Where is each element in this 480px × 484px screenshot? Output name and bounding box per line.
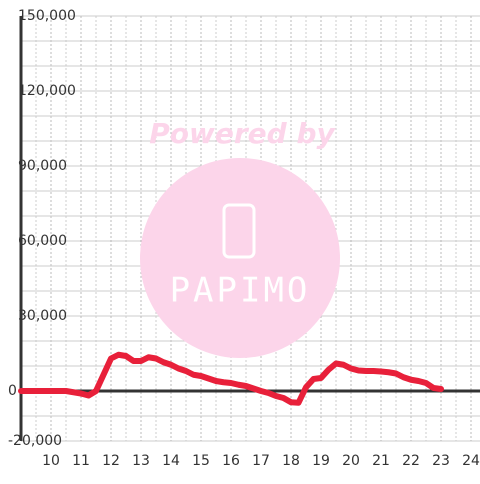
x-tick-label: 12 bbox=[102, 453, 120, 469]
x-tick-label: 10 bbox=[42, 453, 60, 469]
watermark-text: Powered by bbox=[149, 117, 336, 150]
x-tick-label: 23 bbox=[432, 453, 450, 469]
x-tick-label: 17 bbox=[252, 453, 270, 469]
watermark-logo: PAPIMO bbox=[170, 271, 311, 311]
y-tick-label: 150,000 bbox=[18, 8, 76, 24]
y-tick-label: 0 bbox=[8, 383, 17, 399]
y-tick-label: 90,000 bbox=[18, 158, 67, 174]
x-tick-label: 20 bbox=[342, 453, 360, 469]
y-tick-label: 120,000 bbox=[18, 83, 76, 99]
x-tick-label: 13 bbox=[132, 453, 150, 469]
x-tick-label: 22 bbox=[402, 453, 420, 469]
x-tick-label: 19 bbox=[312, 453, 330, 469]
x-tick-label: 24 bbox=[462, 453, 480, 469]
x-tick-label: 11 bbox=[72, 453, 90, 469]
x-tick-label: 18 bbox=[282, 453, 300, 469]
watermark-icon bbox=[222, 203, 256, 259]
x-tick-label: 16 bbox=[222, 453, 240, 469]
x-tick-label: 21 bbox=[372, 453, 390, 469]
x-tick-label: 15 bbox=[192, 453, 210, 469]
x-tick-label: 14 bbox=[162, 453, 180, 469]
y-tick-label: 60,000 bbox=[18, 233, 67, 249]
y-tick-label: 30,000 bbox=[18, 308, 67, 324]
y-tick-label: -20,000 bbox=[8, 433, 62, 449]
data-line bbox=[18, 351, 444, 406]
